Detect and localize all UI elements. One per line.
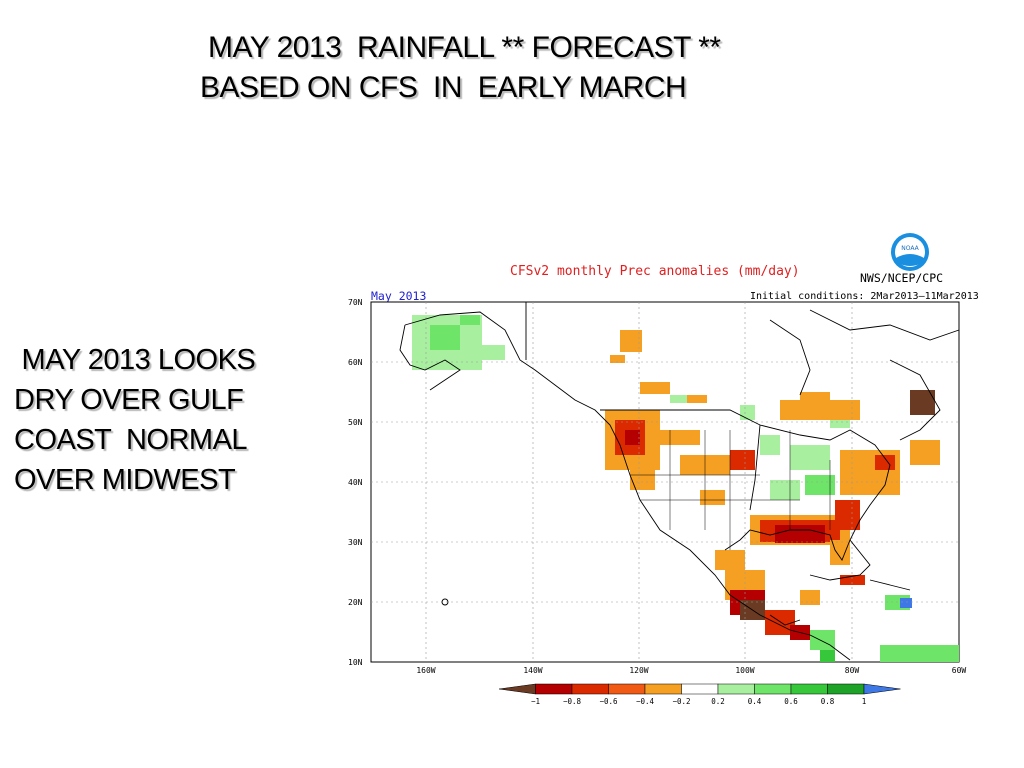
legend-tick-label: −0.4 [636,697,655,706]
legend-swatch [754,683,792,695]
lat-label: 60N [348,358,363,367]
noaa-logo: NOAA [891,233,929,271]
legend-swatch [717,683,755,695]
slide-title-line-2: BASED ON CFS IN EARLY MARCH [200,71,687,104]
legend-swatch [863,683,901,695]
noaa-logo-text: NOAA [901,245,919,252]
map-panel [370,301,960,663]
legend-tick-label: 0.8 [821,697,835,706]
summary-text: MAY 2013 LOOKS DRY OVER GULF COAST NORMA… [14,340,314,500]
lon-label: 160W [416,666,435,675]
legend-swatch [827,683,865,695]
initial-conditions-label: Initial conditions: 2Mar2013–11Mar2013 [750,291,979,302]
legend-tick-label: 0.4 [748,697,762,706]
summary-line-3: COAST NORMAL [14,424,248,456]
legend-swatch [498,683,536,695]
color-legend: −1 −0.8 −0.6 −0.4 −0.2 0.2 0.4 0.6 0.8 1 [498,683,901,706]
lat-label: 20N [348,598,363,607]
legend-swatch [571,683,609,695]
state-boundaries [630,430,831,550]
legend-swatch [608,683,646,695]
legend-swatch [644,683,682,695]
legend-tick-label: −0.8 [563,697,582,706]
agency-label: NWS/NCEP/CPC [860,271,943,285]
longitude-labels: 160W 140W 120W 100W 80W 60W [416,666,966,675]
month-label: May 2013 [371,289,426,303]
legend-tick-label: 1 [862,697,867,706]
lat-label: 40N [348,478,363,487]
lat-label: 50N [348,418,363,427]
lon-label: 140W [523,666,542,675]
legend-swatch [681,683,719,695]
legend-swatch [790,683,828,695]
lat-label: 30N [348,538,363,547]
summary-line-1: MAY 2013 LOOKS [14,344,256,376]
lon-label: 120W [629,666,648,675]
lon-label: 100W [735,666,754,675]
legend-swatch [535,683,573,695]
summary-line-4: OVER MIDWEST [14,464,236,496]
legend-tick-label: −0.6 [599,697,618,706]
coastlines [399,302,960,661]
forecast-map-figure: CFSv2 monthly Prec anomalies (mm/day) NW… [348,233,979,706]
legend-tick-label: 0.6 [784,697,798,706]
map-gridlines [371,302,959,662]
legend-tick-label: −1 [531,697,540,706]
summary-line-2: DRY OVER GULF [14,384,244,416]
slide-title-line-1: MAY 2013 RAINFALL ** FORECAST ** [208,31,721,64]
lat-label: 10N [348,658,363,667]
lon-label: 60W [952,666,967,675]
lat-label: 70N [348,298,363,307]
lon-label: 80W [845,666,860,675]
slide-title: MAY 2013 RAINFALL ** FORECAST ** BASED O… [150,28,870,108]
figure-title: CFSv2 monthly Prec anomalies (mm/day) [510,264,800,279]
legend-tick-label: 0.2 [711,697,725,706]
latitude-labels: 70N 60N 50N 40N 30N 20N 10N [348,298,363,667]
legend-tick-label: −0.2 [672,697,690,706]
